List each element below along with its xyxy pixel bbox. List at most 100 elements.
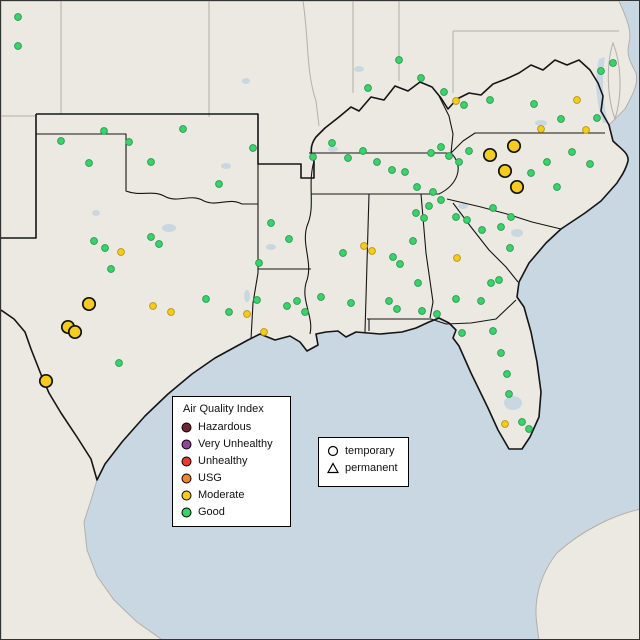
monitor-good[interactable] — [452, 295, 460, 303]
monitor-good[interactable] — [285, 235, 293, 243]
monitor-moderate[interactable] — [573, 96, 581, 104]
monitor-good[interactable] — [433, 310, 441, 318]
monitor-good[interactable] — [373, 158, 381, 166]
monitor-good[interactable] — [525, 425, 533, 433]
monitor-moderate[interactable] — [117, 248, 125, 256]
monitor-good[interactable] — [586, 160, 594, 168]
monitor-good[interactable] — [409, 237, 417, 245]
monitor-good[interactable] — [389, 253, 397, 261]
monitor-good[interactable] — [147, 158, 155, 166]
monitor-moderate[interactable] — [149, 302, 157, 310]
monitor-moderate[interactable] — [452, 97, 460, 105]
monitor-moderate[interactable] — [368, 247, 376, 255]
monitor-good[interactable] — [283, 302, 291, 310]
monitor-temporary-moderate[interactable] — [482, 147, 498, 163]
monitor-good[interactable] — [553, 183, 561, 191]
monitor-good[interactable] — [293, 297, 301, 305]
monitor-good[interactable] — [458, 329, 466, 337]
monitor-good[interactable] — [593, 114, 601, 122]
monitor-good[interactable] — [85, 159, 93, 167]
monitor-good[interactable] — [90, 237, 98, 245]
monitor-moderate[interactable] — [453, 254, 461, 262]
monitor-temporary-moderate[interactable] — [38, 373, 54, 389]
monitor-good[interactable] — [359, 147, 367, 155]
monitor-good[interactable] — [14, 13, 22, 21]
monitor-good[interactable] — [477, 297, 485, 305]
monitor-good[interactable] — [437, 143, 445, 151]
monitor-good[interactable] — [497, 223, 505, 231]
monitor-good[interactable] — [543, 158, 551, 166]
monitor-good[interactable] — [445, 152, 453, 160]
monitor-good[interactable] — [425, 202, 433, 210]
monitor-good[interactable] — [440, 88, 448, 96]
monitor-moderate[interactable] — [501, 420, 509, 428]
monitor-good[interactable] — [249, 144, 257, 152]
monitor-good[interactable] — [487, 279, 495, 287]
monitor-moderate[interactable] — [537, 125, 545, 133]
monitor-good[interactable] — [388, 166, 396, 174]
monitor-temporary-moderate[interactable] — [497, 163, 513, 179]
monitor-good[interactable] — [107, 265, 115, 273]
monitor-moderate[interactable] — [167, 308, 175, 316]
monitor-temporary-moderate[interactable] — [509, 179, 525, 195]
monitor-good[interactable] — [418, 307, 426, 315]
monitor-good[interactable] — [339, 249, 347, 257]
monitor-good[interactable] — [125, 138, 133, 146]
monitor-good[interactable] — [328, 139, 336, 147]
monitor-good[interactable] — [429, 188, 437, 196]
monitor-good[interactable] — [489, 327, 497, 335]
monitor-temporary-moderate[interactable] — [81, 296, 97, 312]
monitor-good[interactable] — [486, 96, 494, 104]
monitor-good[interactable] — [179, 125, 187, 133]
monitor-good[interactable] — [414, 279, 422, 287]
monitor-good[interactable] — [115, 359, 123, 367]
monitor-good[interactable] — [155, 240, 163, 248]
monitor-moderate[interactable] — [360, 242, 368, 250]
monitor-good[interactable] — [463, 216, 471, 224]
monitor-good[interactable] — [527, 169, 535, 177]
monitor-good[interactable] — [202, 295, 210, 303]
monitor-good[interactable] — [495, 276, 503, 284]
monitor-temporary-moderate[interactable] — [67, 324, 83, 340]
monitor-good[interactable] — [557, 115, 565, 123]
monitor-good[interactable] — [309, 153, 317, 161]
monitor-good[interactable] — [506, 244, 514, 252]
monitor-good[interactable] — [147, 233, 155, 241]
monitor-good[interactable] — [393, 305, 401, 313]
monitor-good[interactable] — [395, 56, 403, 64]
monitor-good[interactable] — [225, 308, 233, 316]
monitor-moderate[interactable] — [582, 126, 590, 134]
monitor-good[interactable] — [267, 219, 275, 227]
monitor-good[interactable] — [57, 137, 65, 145]
monitor-good[interactable] — [344, 154, 352, 162]
monitor-good[interactable] — [507, 213, 515, 221]
monitor-good[interactable] — [427, 149, 435, 157]
monitor-good[interactable] — [609, 59, 617, 67]
monitor-good[interactable] — [497, 349, 505, 357]
monitor-good[interactable] — [301, 308, 309, 316]
monitor-good[interactable] — [503, 370, 511, 378]
monitor-good[interactable] — [396, 260, 404, 268]
monitor-good[interactable] — [101, 244, 109, 252]
monitor-good[interactable] — [413, 183, 421, 191]
monitor-good[interactable] — [255, 259, 263, 267]
monitor-good[interactable] — [452, 213, 460, 221]
monitor-good[interactable] — [364, 84, 372, 92]
monitor-good[interactable] — [417, 74, 425, 82]
monitor-good[interactable] — [465, 147, 473, 155]
monitor-good[interactable] — [420, 214, 428, 222]
monitor-good[interactable] — [518, 418, 526, 426]
monitor-good[interactable] — [455, 158, 463, 166]
monitor-good[interactable] — [14, 42, 22, 50]
monitor-good[interactable] — [347, 299, 355, 307]
monitor-good[interactable] — [317, 293, 325, 301]
monitor-good[interactable] — [568, 148, 576, 156]
monitor-good[interactable] — [253, 296, 261, 304]
monitor-good[interactable] — [100, 127, 108, 135]
monitor-good[interactable] — [215, 180, 223, 188]
monitor-good[interactable] — [385, 297, 393, 305]
monitor-good[interactable] — [478, 226, 486, 234]
monitor-good[interactable] — [597, 67, 605, 75]
monitor-good[interactable] — [530, 100, 538, 108]
